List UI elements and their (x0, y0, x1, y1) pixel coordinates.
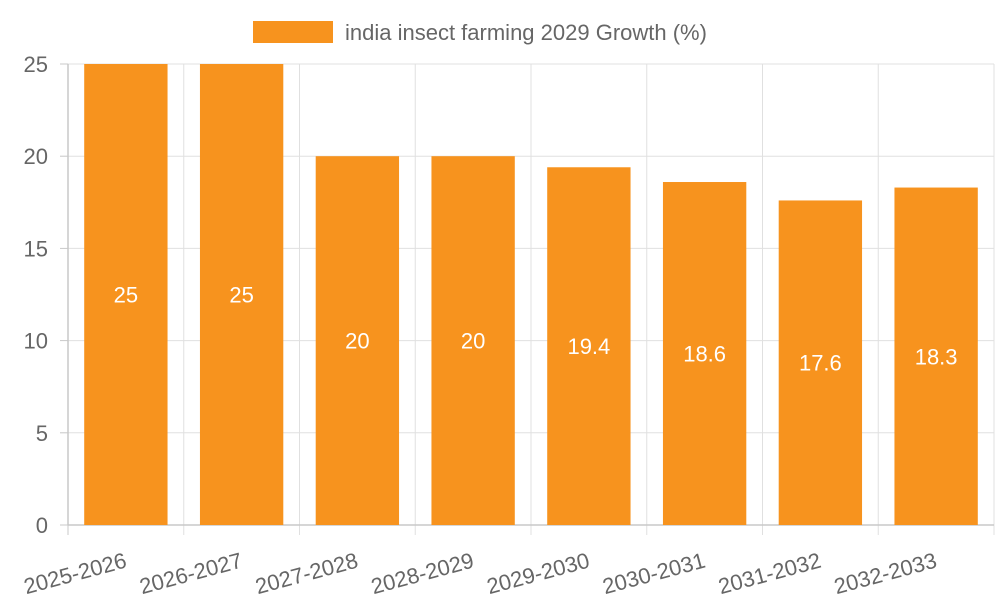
data-labels: 25 25 20 20 19.4 18.6 17.6 18.3 (114, 283, 958, 376)
x-tick-label: 2032-2033 (831, 548, 939, 599)
y-tick-label: 10 (24, 329, 48, 354)
x-tick-label: 2025-2026 (21, 548, 129, 599)
bar-value-label: 18.3 (915, 344, 958, 369)
bar-value-label: 17.6 (799, 351, 842, 376)
bar (315, 156, 400, 525)
y-tick-label: 5 (36, 421, 48, 446)
bar-value-label: 20 (461, 329, 485, 354)
bar (199, 64, 284, 525)
bar (894, 187, 978, 525)
legend[interactable]: india insect farming 2029 Growth (%) (253, 20, 707, 45)
x-axis-ticks: 2025-2026 2026-2027 2027-2028 2028-2029 2029… (21, 548, 939, 599)
bar-value-label: 25 (229, 283, 253, 308)
bars (84, 64, 978, 526)
x-tick-label: 2029-2030 (484, 548, 592, 599)
bar (778, 200, 863, 525)
legend-label: india insect farming 2029 Growth (%) (345, 20, 707, 45)
bar-value-label: 25 (114, 283, 138, 308)
y-tick-label: 25 (24, 52, 48, 77)
y-tick-label: 15 (24, 236, 48, 261)
bar (431, 156, 515, 525)
x-tick-label: 2027-2028 (253, 548, 361, 599)
bar-value-label: 19.4 (567, 334, 610, 359)
x-tick-label: 2031-2032 (716, 548, 824, 599)
x-tick-label: 2026-2027 (137, 548, 245, 599)
x-tick-label: 2028-2029 (368, 548, 476, 599)
y-tick-label: 0 (36, 513, 48, 538)
bar (662, 182, 747, 526)
x-tick-label: 2030-2031 (600, 548, 708, 599)
y-tick-label: 20 (24, 144, 48, 169)
bar (84, 64, 168, 525)
bar (547, 167, 631, 525)
bar-value-label: 20 (345, 329, 369, 354)
legend-swatch (253, 21, 333, 43)
bar-value-label: 18.6 (683, 342, 726, 367)
y-axis-ticks: 0 5 10 15 20 25 (24, 52, 48, 538)
